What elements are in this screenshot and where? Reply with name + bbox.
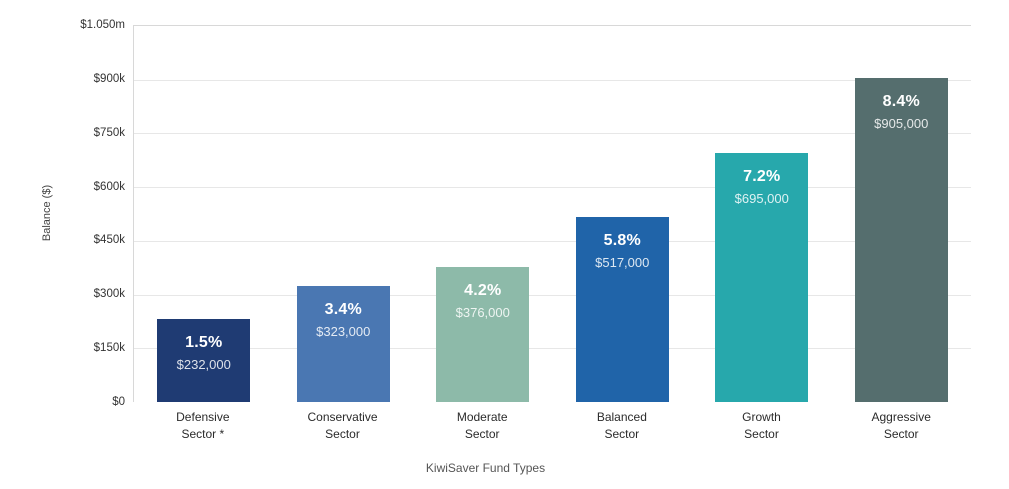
bar-balance-label: $905,000 (874, 115, 929, 131)
bar-cell: 3.4% $323,000 (274, 26, 414, 402)
y-tick-label: $300k (93, 288, 125, 301)
bar-balance-label: $517,000 (595, 254, 650, 270)
bar-balance-label: $323,000 (316, 324, 371, 340)
bar-growth[interactable]: 7.2% $695,000 (715, 153, 809, 402)
plot-area: 1.5% $232,000 3.4% $323,000 4.2% $376,000 5.8%… (133, 25, 971, 402)
bar-rate-label: 7.2% (743, 168, 781, 186)
gridline (134, 348, 971, 350)
bar-cell: 4.2% $376,000 (413, 26, 553, 402)
y-tick-label: $600k (93, 180, 125, 193)
bar-defensive[interactable]: 1.5% $232,000 (157, 318, 251, 402)
bar-balance-label: $376,000 (455, 305, 510, 321)
y-tick-label: $900k (93, 72, 125, 85)
gridline (134, 133, 971, 135)
y-tick-label: $0 (112, 396, 125, 408)
y-tick-label: $150k (93, 342, 125, 355)
x-category-label: Conservative Sector (307, 410, 378, 441)
x-category-label: Balanced Sector (596, 410, 647, 441)
x-category-label: Growth Sector (742, 410, 781, 441)
bar-moderate[interactable]: 4.2% $376,000 (436, 267, 530, 402)
y-tick-label: $750k (93, 126, 125, 139)
gridline (134, 79, 971, 81)
bar-aggressive[interactable]: 8.4% $905,000 (854, 77, 948, 402)
bar-cell: 7.2% $695,000 (692, 26, 832, 402)
bar-rate-label: 3.4% (324, 301, 362, 319)
gridline (134, 294, 971, 296)
y-axis-labels: $0 $150k $300k $450k $600k $750k $900k $1.050m (0, 19, 125, 408)
y-tick-label: $450k (93, 234, 125, 247)
bar-balance-label: $232,000 (176, 356, 231, 372)
x-category-label: Defensive Sector * (176, 410, 230, 441)
bar-rate-label: 1.5% (185, 333, 223, 351)
x-category-label: Moderate Sector (456, 410, 508, 441)
bar-rate-label: 5.8% (603, 231, 641, 249)
bar-rate-label: 8.4% (882, 92, 920, 110)
bar-conservative[interactable]: 3.4% $323,000 (296, 286, 390, 402)
x-axis-labels: Defensive Sector * Conservative Sector Mod… (133, 409, 971, 443)
bars-row: 1.5% $232,000 3.4% $323,000 4.2% $376,000 5.8%… (134, 26, 971, 402)
bar-balanced[interactable]: 5.8% $517,000 (575, 216, 669, 402)
x-category-label: Aggressive Sector (871, 410, 931, 441)
bar-cell: 5.8% $517,000 (553, 26, 693, 402)
x-axis-title: KiwiSaver Fund Types (425, 461, 546, 475)
bar-rate-label: 4.2% (464, 282, 502, 300)
y-tick-label: $1.050m (80, 19, 125, 31)
gridline (134, 187, 971, 189)
bar-balance-label: $695,000 (734, 191, 789, 207)
bar-cell: 1.5% $232,000 (134, 26, 274, 402)
gridline (134, 240, 971, 242)
bar-cell: 8.4% $905,000 (832, 26, 972, 402)
